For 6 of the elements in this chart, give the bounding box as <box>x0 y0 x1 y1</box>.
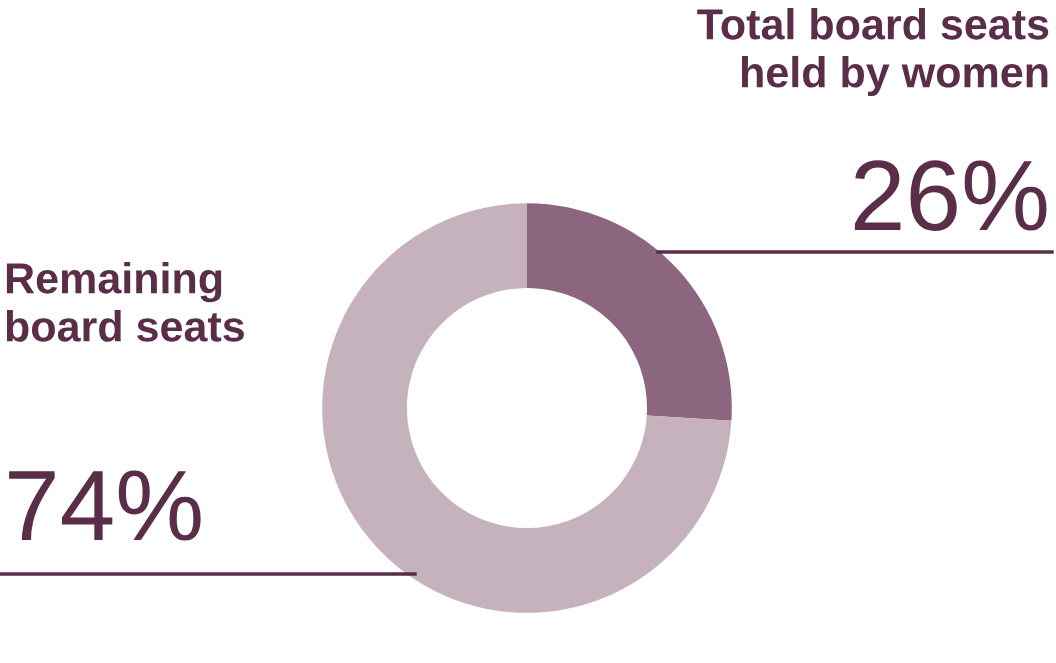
donut-slice <box>527 203 732 421</box>
donut-slice <box>322 203 732 613</box>
slice-label: Total board seats held by women <box>697 8 1049 97</box>
slice-label: Remaining board seats <box>6 262 244 342</box>
data-label: 74% <box>9 470 201 541</box>
data-label: 26% <box>854 160 1047 231</box>
